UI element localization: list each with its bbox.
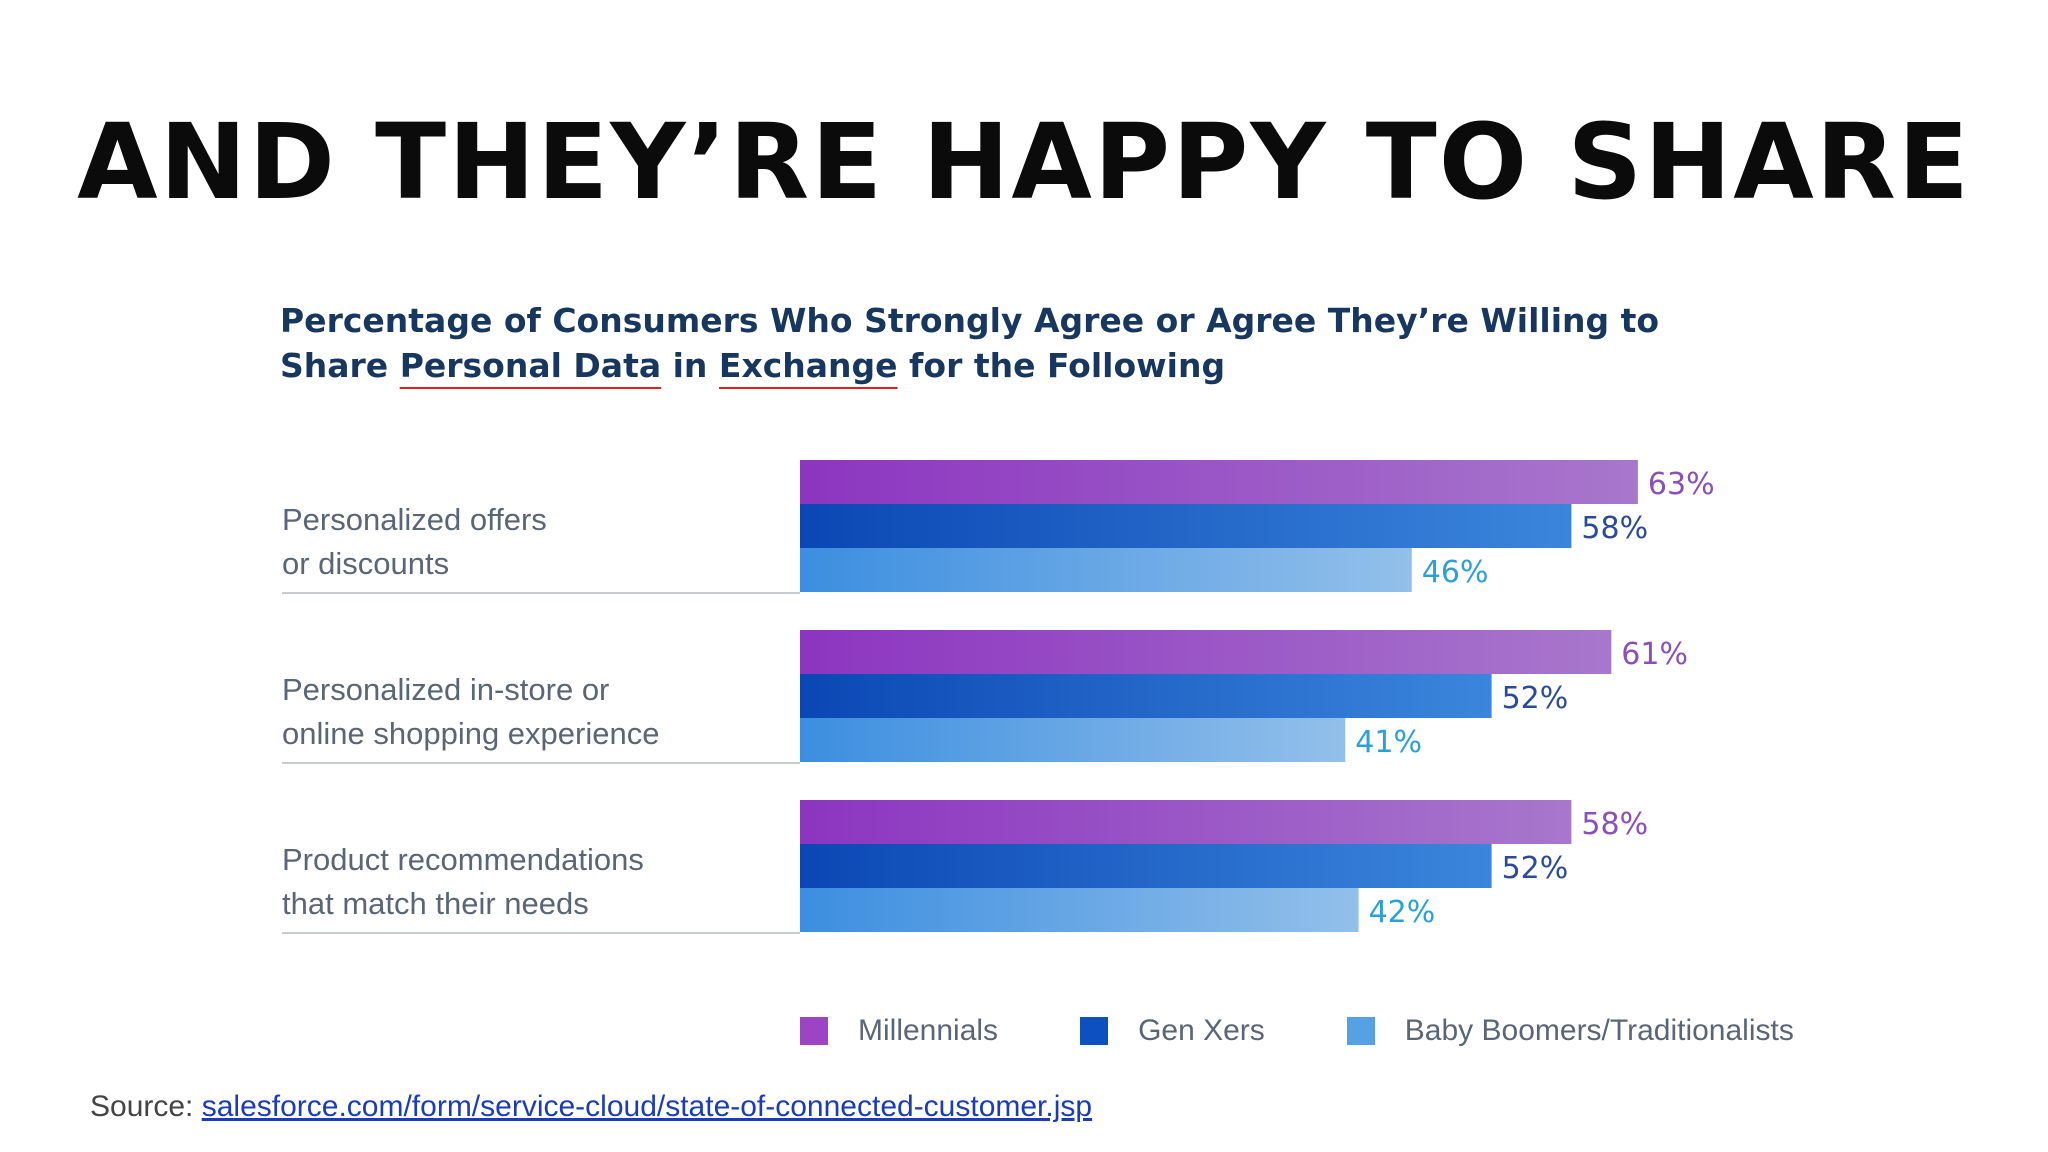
value-label-gen-xers-3: 52% — [1502, 851, 1569, 886]
source-link[interactable]: salesforce.com/form/service-cloud/state-… — [201, 1090, 1093, 1123]
bar-millennials-3 — [800, 800, 1572, 844]
bar-gen-xers-3 — [800, 844, 1492, 888]
value-label-gen-xers-2: 52% — [1502, 681, 1569, 716]
chart-legend: Millennials Gen Xers Baby Boomers/Tradit… — [800, 1014, 1876, 1048]
bar-baby-boomers-traditionalists-1 — [800, 548, 1412, 592]
legend-label-baby-boomers: Baby Boomers/Traditionalists — [1404, 1014, 1794, 1047]
bar-millennials-1 — [800, 460, 1638, 504]
legend-label-gen-xers: Gen Xers — [1138, 1014, 1265, 1047]
category-label-3: Product recommendations that match their … — [282, 842, 644, 921]
value-label-millennials-2: 61% — [1621, 637, 1688, 672]
category-label-line: online shopping experience — [282, 716, 659, 751]
bar-millennials-2 — [800, 630, 1612, 674]
chart-title-part-4: Exchange — [718, 346, 898, 385]
category-label-line: Personalized in-store or — [282, 672, 609, 707]
bar-baby-boomers-traditionalists-3 — [800, 888, 1359, 932]
legend-item-baby-boomers: Baby Boomers/Traditionalists — [1346, 1014, 1794, 1048]
legend-swatch-millennials — [800, 1017, 828, 1045]
category-label-1: Personalized offers or discounts — [282, 502, 547, 581]
bar-gen-xers-2 — [800, 674, 1492, 718]
category-label-2: Personalized in-store or online shopping … — [282, 672, 659, 751]
legend-item-millennials: Millennials — [800, 1014, 998, 1048]
value-label-baby-boomers-traditionalists-1: 46% — [1422, 555, 1489, 590]
bar-gen-xers-1 — [800, 504, 1572, 548]
legend-item-gen-xers: Gen Xers — [1080, 1014, 1265, 1048]
chart-panel: Percentage of Consumers Who Strongly Agr… — [270, 280, 1810, 1080]
chart-title-part-3: in — [661, 346, 719, 385]
chart-title-part-5: for the Following — [897, 346, 1226, 385]
category-label-line: Personalized offers — [282, 502, 547, 537]
legend-label-millennials: Millennials — [858, 1014, 999, 1047]
value-label-baby-boomers-traditionalists-3: 42% — [1369, 895, 1436, 930]
legend-swatch-gen-xers — [1080, 1017, 1109, 1045]
value-label-gen-xers-1: 58% — [1581, 511, 1648, 546]
chart-title-part-1: Percentage of Consumers Who Strongly Agr… — [280, 301, 1660, 385]
chart-title: Percentage of Consumers Who Strongly Agr… — [280, 298, 1680, 388]
value-label-millennials-1: 63% — [1648, 467, 1715, 502]
category-label-line: Product recommendations — [282, 842, 644, 877]
chart-title-part-2: Personal Data — [399, 346, 662, 385]
legend-swatch-baby-boomers — [1346, 1017, 1375, 1045]
value-label-baby-boomers-traditionalists-2: 41% — [1355, 725, 1422, 760]
slide-title: AND THEY’RE HAPPY TO SHARE — [77, 101, 1971, 223]
category-label-line: or discounts — [282, 546, 449, 581]
category-label-line: that match their needs — [282, 886, 589, 921]
bar-chart: Personalized offers or discounts63%58%46%… — [282, 460, 1715, 934]
source-citation: Source: salesforce.com/form/service-clou… — [90, 1090, 1092, 1124]
bar-baby-boomers-traditionalists-2 — [800, 718, 1346, 762]
value-label-millennials-3: 58% — [1581, 807, 1648, 842]
source-prefix: Source: — [90, 1090, 202, 1123]
